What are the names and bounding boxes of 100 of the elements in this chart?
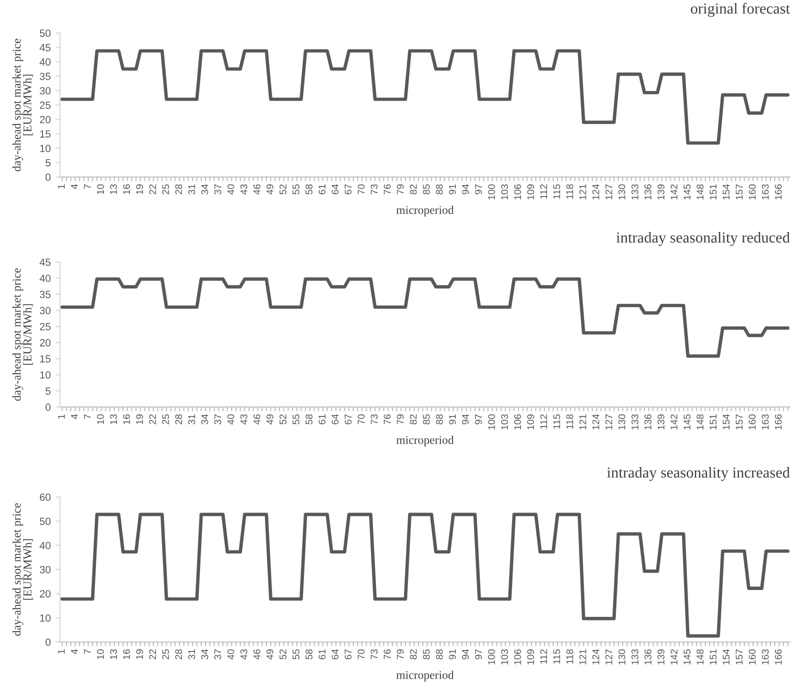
x-tick-label: 148 — [696, 414, 704, 430]
x-tick-label: 133 — [631, 184, 638, 200]
x-tick-label: 67 — [344, 649, 352, 660]
x-tick-label: 22 — [149, 414, 156, 424]
x-tick-label: 97 — [475, 184, 482, 194]
x-tick-label: 124 — [592, 649, 600, 664]
x-tick-label: 55 — [292, 649, 300, 660]
y-axis-title: day-ahead spot market price [EUR/MWh] — [12, 268, 33, 401]
x-tick-label: 73 — [370, 414, 378, 424]
x-tick-label: 94 — [462, 649, 469, 660]
x-tick-label: 115 — [553, 184, 560, 199]
x-tick-label: 4 — [71, 184, 78, 190]
x-tick-label: 160 — [748, 184, 756, 200]
x-tick-label: 82 — [410, 649, 417, 660]
y-tick-label: 0 — [46, 174, 51, 181]
x-tick-label: 55 — [292, 184, 300, 194]
x-tick-label: 109 — [527, 414, 534, 430]
x-tick-label: 70 — [358, 184, 365, 194]
x-tick-label: 7 — [84, 649, 91, 654]
x-tick-label: 88 — [436, 414, 443, 424]
x-tick-label: 16 — [123, 414, 130, 424]
x-tick-label: 61 — [318, 184, 326, 194]
y-tick-label: 0 — [46, 638, 51, 646]
x-tick-label: 127 — [605, 649, 612, 664]
x-tick-label: 112 — [540, 184, 548, 199]
x-tick-label: 97 — [475, 414, 482, 424]
x-tick-label: 4 — [71, 414, 78, 420]
y-tick-label: 15 — [40, 355, 51, 363]
x-tick-label: 28 — [175, 414, 182, 424]
x-tick-label: 160 — [748, 649, 756, 664]
y-tick-label: 10 — [40, 614, 51, 622]
x-tick-label: 85 — [422, 649, 430, 660]
x-tick-label: 109 — [527, 649, 534, 664]
x-tick-label: 55 — [292, 414, 300, 424]
x-tick-label: 43 — [240, 414, 248, 425]
x-tick-label: 91 — [448, 184, 456, 194]
y-tick-label: 40 — [40, 542, 51, 550]
x-tick-label: 19 — [136, 649, 143, 660]
x-axis-title: microperiod — [396, 206, 454, 216]
x-tick-label: 127 — [605, 184, 612, 200]
x-tick-label: 151 — [710, 184, 717, 200]
x-tick-label: 76 — [384, 184, 391, 194]
line-series — [60, 49, 790, 145]
x-tick-label: 52 — [280, 649, 286, 660]
x-tick-label: 130 — [618, 184, 626, 200]
x-tick-label: 25 — [162, 184, 170, 194]
x-tick-label: 34 — [201, 649, 208, 660]
y-tick-label: 60 — [40, 494, 51, 501]
y-tick-label: 45 — [40, 258, 51, 266]
y-tick-label: 20 — [40, 339, 51, 346]
x-tick-label: 115 — [553, 414, 560, 429]
x-tick-label: 16 — [123, 649, 130, 660]
x-tick-label: 151 — [710, 414, 717, 430]
x-tick-label: 112 — [540, 414, 548, 429]
x-tick-label: 1 — [58, 649, 65, 654]
x-tick-label: 97 — [475, 649, 482, 660]
x-tick-label: 121 — [579, 649, 586, 664]
x-tick-label: 58 — [306, 414, 312, 424]
x-tick-label: 88 — [436, 649, 443, 660]
x-tick-label: 16 — [123, 184, 130, 194]
x-tick-label: 10 — [97, 649, 104, 660]
x-tick-label: 25 — [162, 649, 170, 660]
y-axis-title: day-ahead spot market price [EUR/MWh] — [12, 503, 33, 636]
x-tick-label: 31 — [188, 184, 196, 194]
x-tick-label: 106 — [514, 184, 522, 200]
chart-title: original forecast — [690, 2, 790, 17]
x-tick-label: 31 — [188, 649, 196, 660]
y-tick-label: 30 — [40, 87, 51, 94]
x-tick-label: 13 — [110, 414, 117, 424]
x-tick-label: 46 — [253, 649, 260, 660]
x-tick-label: 58 — [306, 184, 312, 194]
x-tick-label: 130 — [618, 414, 626, 430]
x-tick-label: 136 — [644, 414, 652, 430]
x-tick-label: 157 — [736, 649, 743, 664]
x-tick-label: 118 — [566, 414, 574, 429]
x-tick-label: 40 — [227, 184, 234, 195]
x-tick-label: 103 — [501, 184, 508, 200]
x-tick-label: 76 — [384, 414, 391, 424]
x-tick-label: 145 — [684, 414, 690, 430]
x-tick-label: 103 — [501, 649, 508, 664]
x-tick-label: 28 — [175, 649, 182, 660]
y-tick-label: 25 — [40, 102, 51, 109]
x-tick-label: 4 — [71, 649, 78, 654]
x-tick-label: 82 — [410, 414, 417, 424]
x-tick-label: 148 — [696, 649, 704, 664]
x-tick-label: 37 — [214, 184, 222, 194]
y-tick-label: 35 — [40, 290, 51, 298]
x-tick-label: 22 — [149, 184, 156, 194]
x-tick-label: 142 — [670, 184, 678, 200]
y-tick-label: 50 — [40, 518, 51, 526]
y-tick-label: 30 — [40, 306, 51, 314]
x-tick-label: 112 — [540, 649, 548, 664]
x-tick-label: 124 — [592, 184, 600, 200]
x-tick-label: 64 — [332, 649, 339, 660]
x-tick-label: 61 — [318, 414, 326, 424]
x-tick-label: 85 — [422, 184, 430, 194]
x-tick-label: 46 — [253, 414, 260, 425]
x-tick-label: 154 — [722, 184, 730, 200]
x-tick-label: 127 — [605, 414, 612, 430]
x-tick-label: 19 — [136, 184, 143, 194]
